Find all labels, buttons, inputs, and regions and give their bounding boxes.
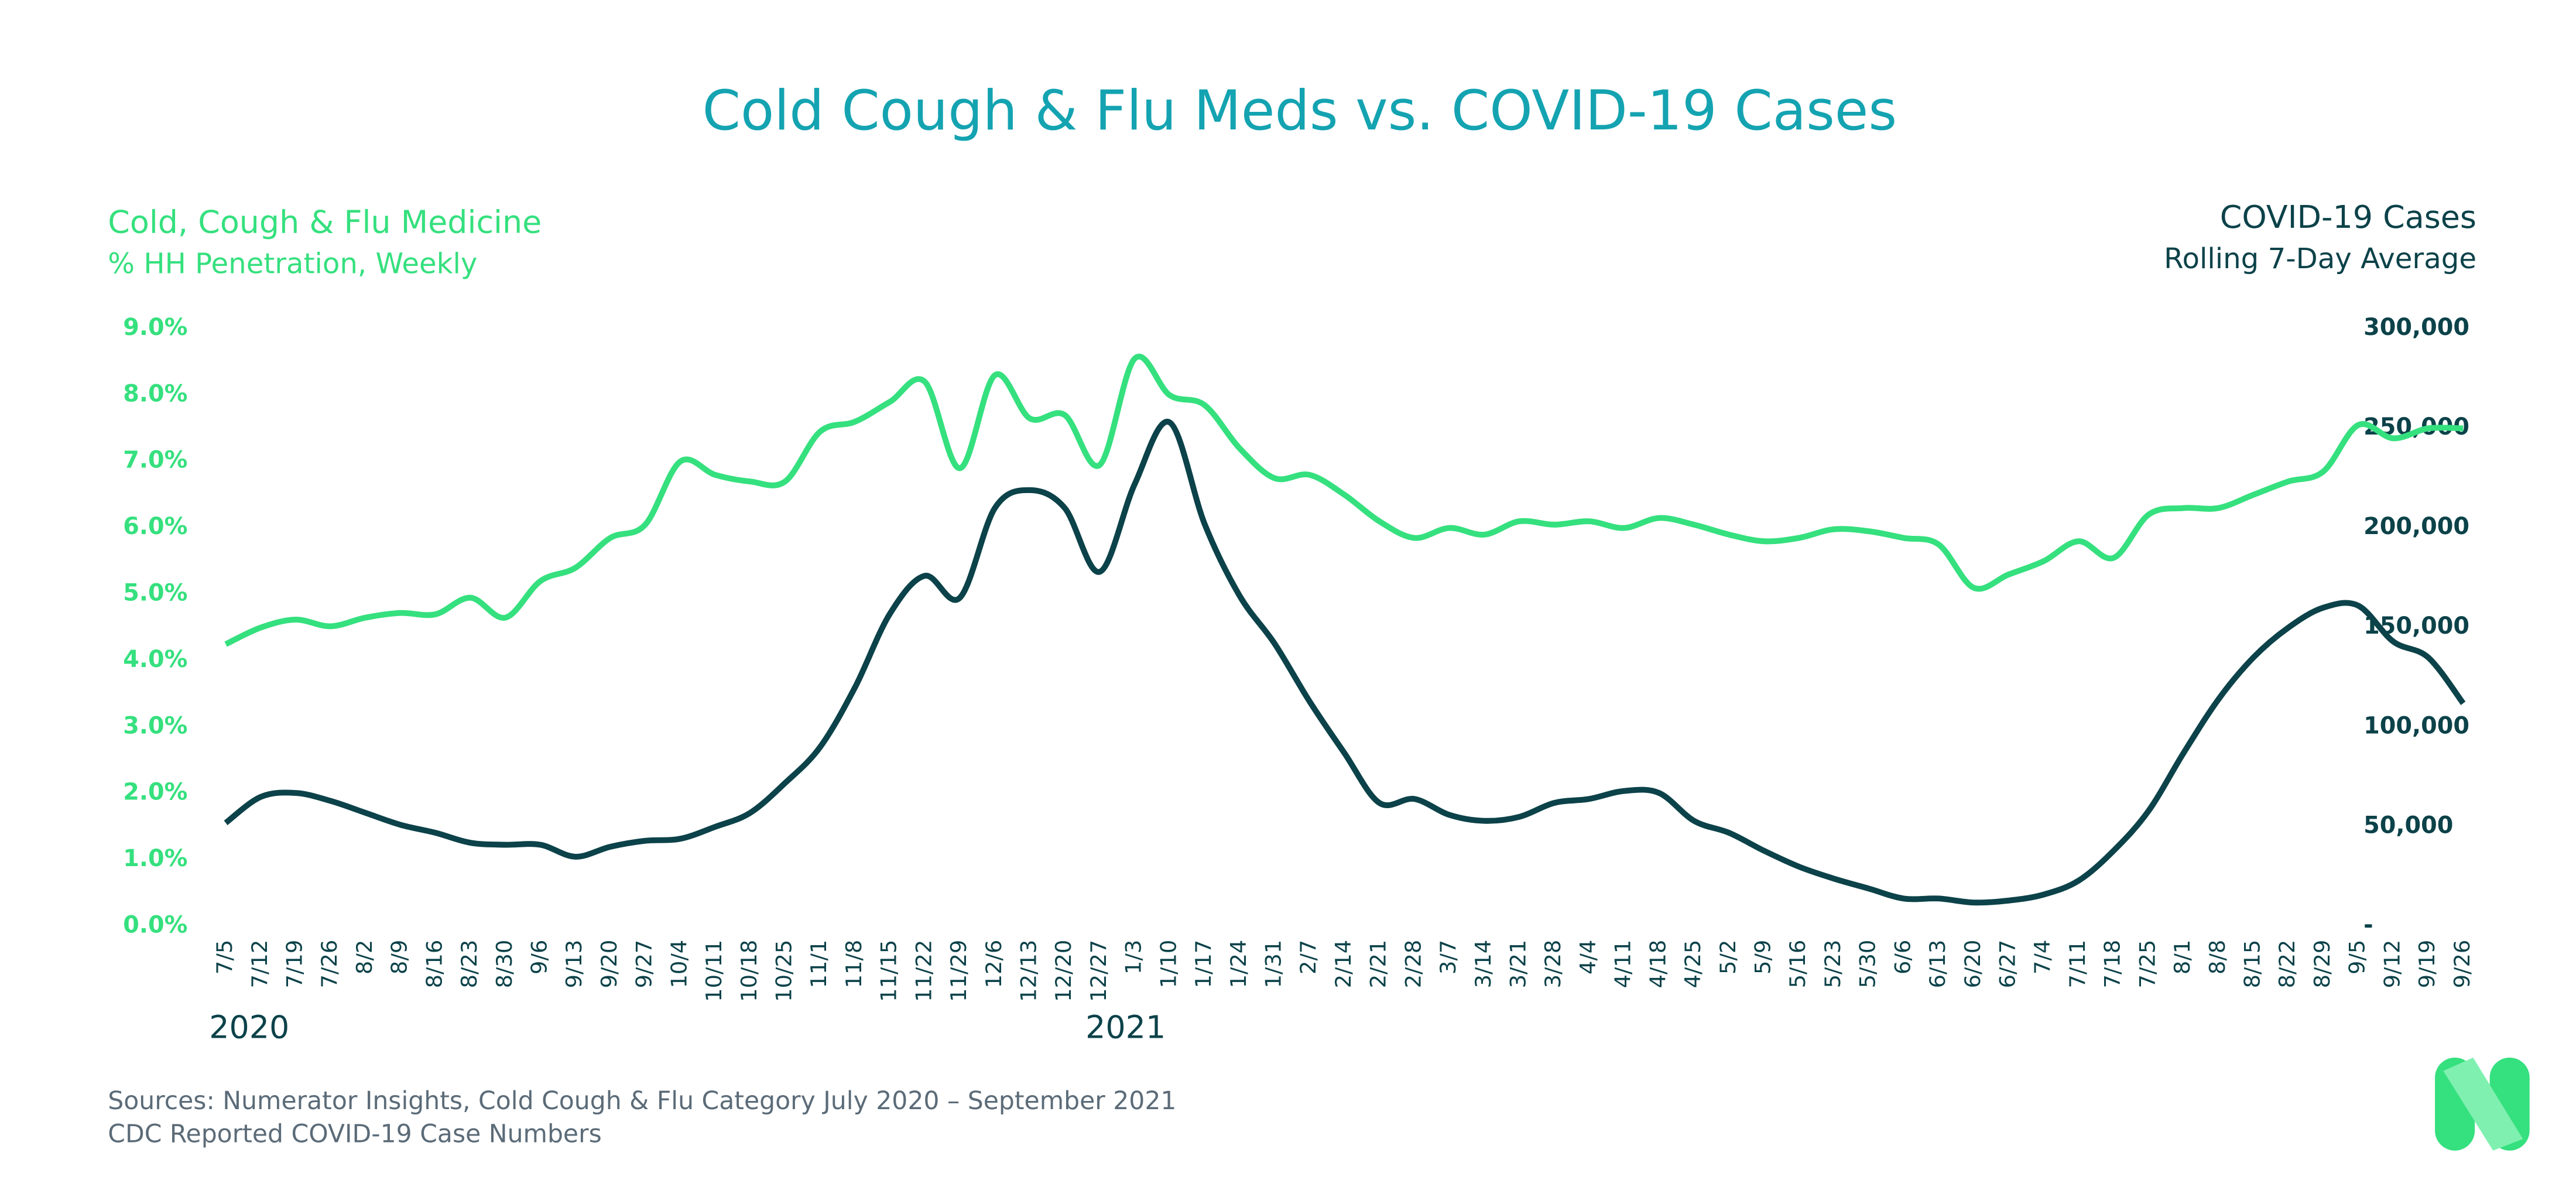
- x-tick-label: 2/21: [1366, 940, 1391, 989]
- x-tick-label: 8/2: [352, 940, 377, 974]
- x-tick-label: 10/18: [737, 940, 762, 1002]
- y-tick-label: 2.0%: [123, 779, 187, 806]
- x-tick-label: 8/8: [2205, 940, 2230, 974]
- x-tick-label: 4/11: [1611, 940, 1636, 989]
- x-tick-label: 9/26: [2450, 940, 2475, 989]
- x-tick-label: 1/31: [1261, 940, 1286, 989]
- x-tick-label: 7/18: [2100, 940, 2125, 989]
- x-tick-label: 6/6: [1890, 940, 1915, 974]
- x-tick-label: 11/8: [841, 940, 866, 989]
- x-tick-label: 9/13: [561, 940, 587, 989]
- x-tick-label: 6/27: [1995, 940, 2020, 989]
- x-tick-label: 8/16: [422, 940, 447, 989]
- x-tick-label: 1/24: [1226, 940, 1251, 989]
- x-tick-label: 7/11: [2065, 940, 2090, 989]
- y-tick-label: 9.0%: [123, 314, 187, 341]
- y2-axis-subtitle: Rolling 7-Day Average: [2164, 242, 2476, 275]
- x-tick-label: 11/15: [876, 940, 902, 1002]
- x-tick-label: 1/17: [1191, 940, 1216, 989]
- x-tick-label: 2/28: [1400, 940, 1426, 989]
- y-tick-label: 6.0%: [123, 513, 187, 540]
- x-tick-label: 3/28: [1540, 940, 1566, 989]
- y-tick-label: 5.0%: [123, 579, 187, 606]
- x-tick-label: 8/30: [492, 940, 517, 989]
- y-tick-label: 0.0%: [123, 911, 187, 938]
- x-tick-label: 1/10: [1156, 940, 1181, 989]
- x-tick-label: 12/27: [1086, 940, 1111, 1002]
- x-tick-label: 5/9: [1751, 940, 1776, 974]
- x-tick-label: 11/1: [806, 940, 831, 989]
- year-label: 2021: [1085, 1008, 1166, 1045]
- y-tick-label: 3.0%: [123, 712, 187, 739]
- x-tick-label: 5/2: [1715, 940, 1741, 974]
- x-tick-label: 6/20: [1960, 940, 1985, 989]
- y2-tick-label: 100,000: [2363, 712, 2469, 739]
- x-tick-label: 4/4: [1575, 940, 1601, 974]
- y-axis-subtitle: % HH Penetration, Weekly: [108, 248, 477, 281]
- x-tick-label: 4/25: [1680, 940, 1705, 989]
- x-tick-label: 7/4: [2030, 940, 2055, 974]
- x-tick-label: 1/3: [1121, 940, 1146, 974]
- x-tick-label: 5/16: [1785, 940, 1810, 989]
- x-tick-label: 8/9: [387, 940, 412, 974]
- x-tick-label: 7/25: [2135, 940, 2160, 989]
- logo: [2435, 1057, 2530, 1151]
- x-tick-label: 10/11: [701, 940, 727, 1002]
- source-note: Sources: Numerator Insights, Cold Cough …: [108, 1087, 1176, 1116]
- line-series: [224, 419, 2466, 906]
- x-tick-label: 2/14: [1331, 940, 1356, 989]
- y-tick-label: 8.0%: [123, 380, 187, 407]
- y-axis-title: Cold, Cough & Flu Medicine: [108, 203, 542, 240]
- x-tick-label: 10/25: [772, 940, 797, 1002]
- x-tick-label: 8/1: [2170, 940, 2195, 974]
- x-tick-label: 8/23: [457, 940, 482, 989]
- x-tick-label: 3/7: [1436, 940, 1461, 974]
- x-tick-label: 8/29: [2310, 940, 2335, 989]
- x-tick-label: 7/12: [247, 940, 272, 989]
- x-tick-label: 6/13: [1925, 940, 1950, 989]
- chart-title: Cold Cough & Flu Meds vs. COVID-19 Cases: [702, 78, 1897, 143]
- y2-axis-title: COVID-19 Cases: [2220, 199, 2476, 235]
- x-tick-label: 9/20: [597, 940, 622, 989]
- x-tick-label: 2/7: [1296, 940, 1321, 974]
- y2-tick-label: 300,000: [2363, 314, 2469, 341]
- x-tick-label: 9/5: [2345, 940, 2370, 974]
- line-series: [224, 354, 2464, 647]
- y-tick-label: 7.0%: [123, 447, 187, 474]
- x-tick-label: 9/19: [2414, 940, 2440, 989]
- x-tick-label: 12/6: [981, 940, 1006, 989]
- y-tick-label: 1.0%: [123, 845, 187, 872]
- y-tick-label: 4.0%: [123, 646, 187, 673]
- x-tick-label: 5/30: [1855, 940, 1880, 989]
- x-tick-label: 9/27: [632, 940, 657, 989]
- y2-tick-label: 200,000: [2363, 513, 2469, 540]
- y2-tick-label: 50,000: [2363, 812, 2453, 839]
- x-tick-label: 7/5: [212, 940, 237, 974]
- x-tick-label: 10/4: [666, 940, 691, 989]
- x-tick-label: 8/22: [2274, 940, 2300, 989]
- logo-diagonal: [2443, 1057, 2523, 1151]
- x-tick-label: 11/22: [911, 940, 936, 1002]
- x-tick-label: 8/15: [2240, 940, 2265, 989]
- x-tick-label: 4/18: [1645, 940, 1670, 989]
- x-tick-label: 11/29: [946, 940, 971, 1002]
- x-tick-label: 9/6: [527, 940, 552, 974]
- x-tick-label: 3/14: [1471, 940, 1496, 989]
- source-note: CDC Reported COVID-19 Case Numbers: [108, 1120, 601, 1149]
- x-tick-label: 7/26: [317, 940, 342, 989]
- x-tick-label: 12/13: [1016, 940, 1042, 1002]
- x-tick-label: 12/20: [1051, 940, 1076, 1002]
- x-tick-label: 3/21: [1506, 940, 1531, 989]
- x-tick-label: 9/12: [2379, 940, 2404, 989]
- year-label: 2020: [209, 1008, 289, 1045]
- y2-tick-label: -: [2363, 911, 2373, 938]
- x-tick-label: 5/23: [1820, 940, 1845, 989]
- x-tick-label: 7/19: [282, 940, 307, 989]
